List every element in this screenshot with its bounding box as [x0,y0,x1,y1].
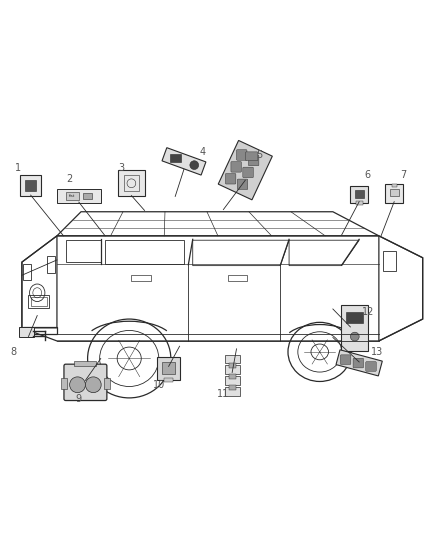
FancyBboxPatch shape [225,387,240,396]
FancyBboxPatch shape [341,304,368,351]
Text: fist: fist [69,195,75,198]
Text: 6: 6 [365,169,371,180]
FancyBboxPatch shape [248,155,259,166]
FancyBboxPatch shape [226,174,236,184]
Text: 11: 11 [217,390,230,399]
FancyBboxPatch shape [231,161,241,172]
Bar [74,361,96,366]
Bar [162,361,175,374]
FancyBboxPatch shape [20,175,41,196]
Bar [83,193,92,199]
Text: 5: 5 [256,150,262,160]
FancyBboxPatch shape [57,189,101,204]
Bar [355,190,364,198]
FancyBboxPatch shape [225,366,240,374]
FancyBboxPatch shape [157,357,180,379]
Bar [346,312,363,324]
Circle shape [85,377,101,393]
Bar [66,192,79,200]
Bar [229,385,236,390]
FancyBboxPatch shape [118,170,145,197]
FancyBboxPatch shape [225,376,240,385]
Bar [31,297,47,306]
Text: 7: 7 [400,171,406,180]
Bar [124,175,139,191]
Text: 4: 4 [199,147,205,157]
Text: 9: 9 [75,394,81,404]
Bar [61,378,67,389]
Text: 13: 13 [371,347,384,357]
Text: 10: 10 [153,379,165,390]
Bar [23,327,57,334]
FancyBboxPatch shape [350,186,368,203]
Circle shape [350,332,359,341]
Text: 12: 12 [362,308,374,318]
Bar [104,378,110,389]
Polygon shape [218,140,272,200]
FancyBboxPatch shape [246,152,258,160]
Bar [390,189,399,197]
Bar [228,275,247,280]
Bar [28,295,49,308]
FancyBboxPatch shape [243,167,253,177]
FancyBboxPatch shape [19,327,34,337]
FancyBboxPatch shape [64,364,107,400]
Circle shape [190,161,198,169]
FancyBboxPatch shape [237,150,247,160]
Text: 8: 8 [10,347,16,357]
FancyBboxPatch shape [340,355,351,365]
Circle shape [70,377,85,393]
Polygon shape [162,148,206,175]
Bar [392,184,397,187]
Bar [229,364,236,368]
FancyBboxPatch shape [225,354,240,364]
FancyBboxPatch shape [366,362,376,372]
Bar [23,264,31,280]
Text: 1: 1 [14,163,21,173]
FancyBboxPatch shape [385,184,403,203]
Bar [164,378,173,382]
Bar [25,180,36,191]
Bar [383,251,396,271]
Bar [47,255,55,273]
Text: 2: 2 [66,174,72,184]
Bar [131,275,151,280]
FancyBboxPatch shape [237,179,248,190]
Polygon shape [336,350,382,376]
Bar [170,155,181,163]
Bar [229,374,236,378]
FancyBboxPatch shape [353,358,364,368]
Bar [356,201,363,205]
Text: 3: 3 [119,163,125,173]
